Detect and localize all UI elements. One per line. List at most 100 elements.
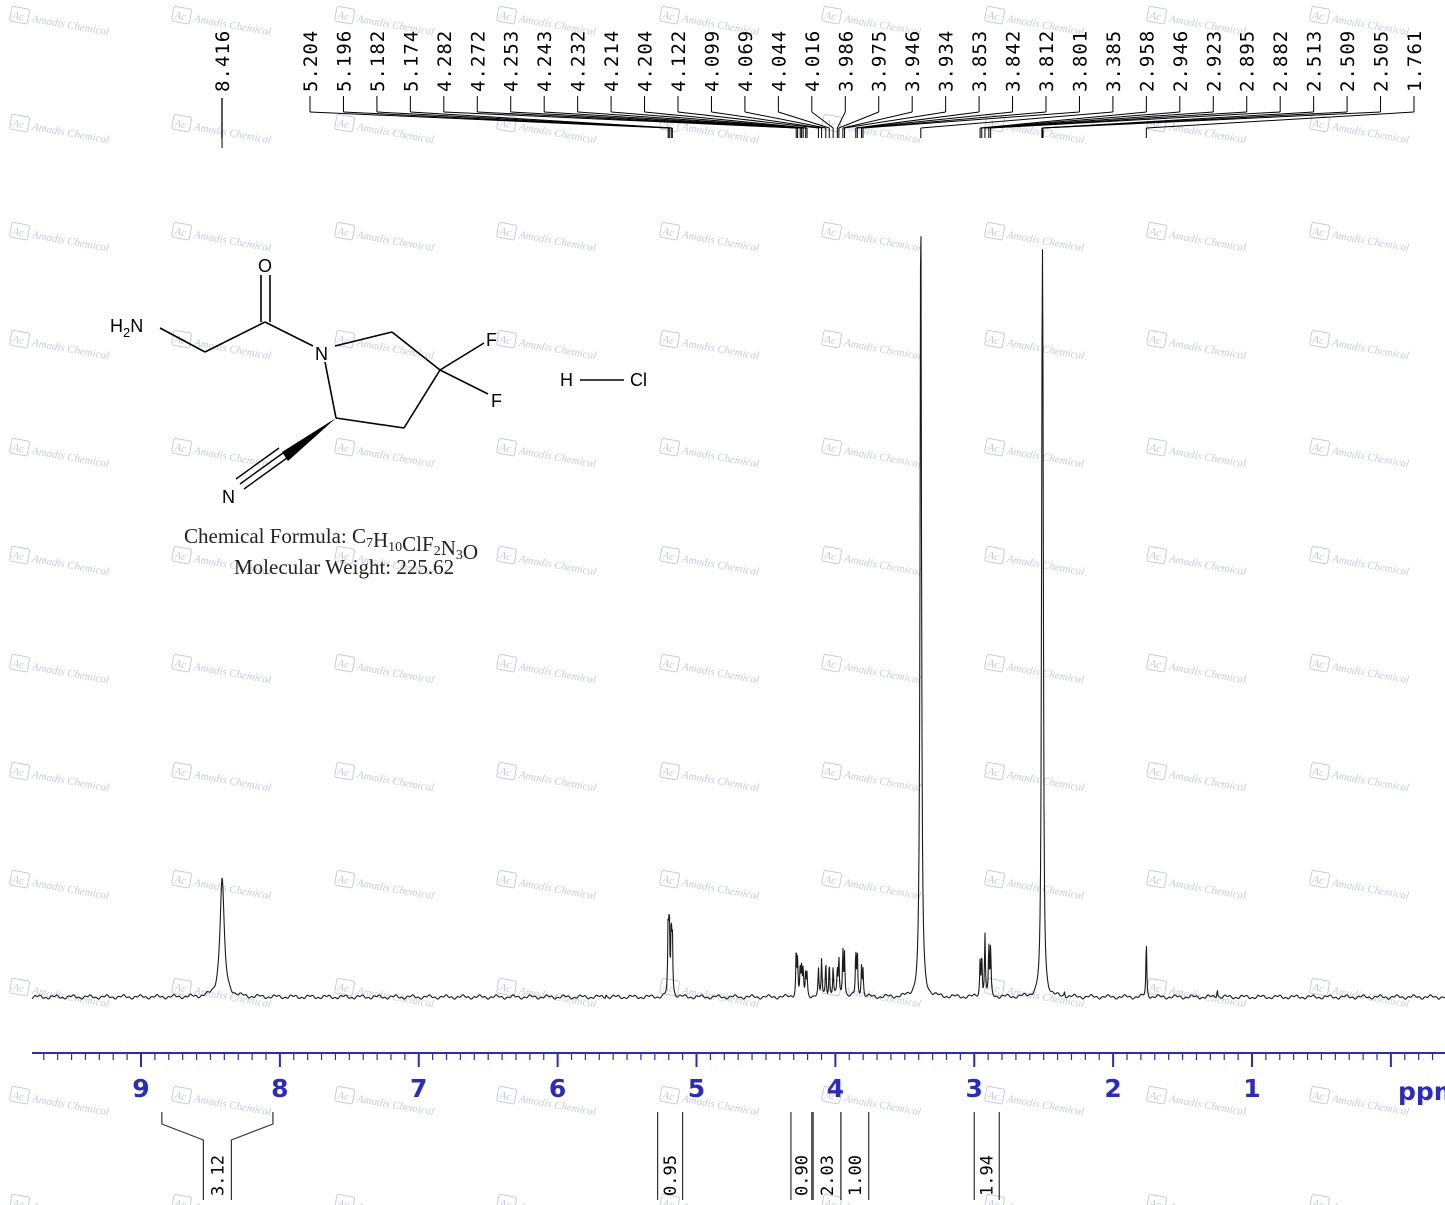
watermark-logo: Ac [822, 765, 837, 779]
peak-label: 2.923 [1203, 30, 1225, 92]
watermark-text: Amadis Chemical [355, 445, 435, 471]
watermark-text: Amadis Chemical [680, 553, 760, 579]
watermark-logo: Ac [10, 549, 25, 563]
wedge-bond [282, 418, 336, 461]
watermark-text: Amadis Chemical [517, 1201, 597, 1205]
peak-label: 4.204 [635, 30, 657, 92]
bond-c-f2 [439, 369, 489, 395]
watermark-logo: Ac [172, 117, 187, 131]
watermark: Ac Amadis Chemical [496, 329, 597, 363]
watermark-text: Amadis Chemical [1167, 553, 1247, 579]
watermark-text: Amadis Chemical [192, 661, 272, 687]
watermark-logo: Ac [660, 1197, 675, 1205]
watermark-text: Amadis Chemical [517, 553, 597, 579]
watermark-logo: Ac [10, 873, 25, 887]
watermark-text: Amadis Chemical [30, 661, 110, 687]
watermark-logo: Ac [822, 225, 837, 239]
watermark-logo: Ac [985, 1089, 1000, 1103]
watermark-logo: Ac [497, 333, 512, 347]
watermark-logo: Ac [497, 225, 512, 239]
formula-value: C7H10ClF2N3O [352, 524, 478, 564]
peak-connector [920, 111, 1113, 129]
peak-label: 5.196 [333, 30, 355, 92]
bond-nh2-ch2 [159, 327, 206, 353]
watermark-text: Amadis Chemical [1005, 769, 1085, 795]
watermark: Ac Amadis Chemical [9, 545, 110, 579]
watermark-text: Amadis Chemical [1005, 1093, 1085, 1119]
watermark-text: Amadis Chemical [842, 877, 922, 903]
watermark-logo: Ac [172, 657, 187, 671]
watermark-text: Amadis Chemical [30, 337, 110, 363]
watermark-logo: Ac [335, 225, 350, 239]
watermark-text: Amadis Chemical [517, 877, 597, 903]
watermark-logo: Ac [497, 981, 512, 995]
watermark-text: Amadis Chemical [1005, 337, 1085, 363]
peak-connector [744, 111, 826, 129]
watermark-text: Amadis Chemical [1005, 661, 1085, 687]
watermark-logo: Ac [497, 1197, 512, 1205]
watermark: Ac Amadis Chemical [1309, 221, 1410, 255]
molecule-structure: H2N O N F F N H Cl Chemical Formula: C7H… [110, 256, 647, 579]
watermark: Ac Amadis Chemical [334, 437, 435, 471]
watermark-logo: Ac [1310, 225, 1325, 239]
watermark-text: Amadis Chemical [1167, 661, 1247, 687]
spectrum-trace [31, 236, 1445, 1000]
watermark-text: Amadis Chemical [1330, 769, 1410, 795]
watermark-text: Amadis Chemical [1167, 229, 1247, 255]
watermark-logo: Ac [335, 441, 350, 455]
watermark-text: Amadis Chemical [517, 229, 597, 255]
bond-ch2-ch [335, 417, 405, 429]
watermark-logo: Ac [1147, 657, 1162, 671]
peak-connector [838, 111, 879, 129]
watermark-logo: Ac [497, 549, 512, 563]
watermark-logo: Ac [497, 9, 512, 23]
watermark-text: Amadis Chemical [1330, 229, 1410, 255]
watermark-logo: Ac [335, 981, 350, 995]
peak-label: 4.099 [701, 30, 723, 92]
watermark-text: Amadis Chemical [680, 877, 760, 903]
watermark-logo: Ac [1310, 657, 1325, 671]
peak-label: 8.416 [212, 30, 234, 92]
watermark-text: Amadis Chemical [1005, 553, 1085, 579]
watermark-logo: Ac [10, 1089, 25, 1103]
watermark-logo: Ac [1310, 873, 1325, 887]
integral-label: 2.03 [818, 1155, 838, 1196]
watermark-logo: Ac [822, 549, 837, 563]
weight-line: Molecular Weight: 225.62 [234, 555, 454, 579]
peak-label: 4.272 [467, 30, 489, 92]
x-tick-label: 2 [1104, 1074, 1121, 1103]
integral: 3.12 [161, 1112, 274, 1200]
bond-nitrile-c [235, 447, 280, 480]
peak-label: 5.204 [300, 30, 322, 92]
watermark-text: Amadis Chemical [30, 445, 110, 471]
peak-label: 2.509 [1337, 30, 1359, 92]
watermark-logo: Ac [335, 9, 350, 23]
peak-connector [990, 111, 1281, 129]
watermark-logo: Ac [497, 765, 512, 779]
watermark-text: Amadis Chemical [517, 337, 597, 363]
watermark-text: Amadis Chemical [30, 553, 110, 579]
watermark-logo: Ac [985, 765, 1000, 779]
watermark-logo: Ac [172, 1197, 187, 1205]
watermark-logo: Ac [985, 117, 1000, 131]
watermark-text: Amadis Chemical [517, 661, 597, 687]
